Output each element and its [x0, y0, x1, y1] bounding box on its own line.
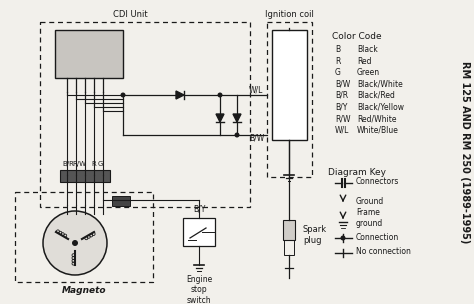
Text: Black/Yellow: Black/Yellow: [357, 102, 404, 112]
Text: Frame
ground: Frame ground: [356, 208, 383, 228]
Bar: [15, 192, 153, 282]
Text: White/Blue: White/Blue: [357, 126, 399, 134]
Bar: [284, 240, 294, 255]
Text: Black: Black: [357, 45, 378, 54]
Bar: [60, 170, 110, 182]
Circle shape: [120, 92, 126, 98]
Text: B/R: B/R: [335, 91, 348, 100]
Text: Ignition coil: Ignition coil: [264, 10, 313, 19]
Text: Magneto: Magneto: [62, 286, 106, 295]
Text: RM 125 AND RM 250 (1989-1995): RM 125 AND RM 250 (1989-1995): [460, 61, 470, 243]
Text: B: B: [335, 45, 340, 54]
Text: B/W: B/W: [335, 80, 350, 88]
Text: R: R: [335, 57, 340, 65]
Text: B/Y: B/Y: [335, 102, 347, 112]
Text: CDI Unit: CDI Unit: [113, 10, 147, 19]
Text: Green: Green: [357, 68, 380, 77]
Circle shape: [340, 236, 346, 240]
Bar: [272, 30, 307, 140]
Bar: [40, 22, 250, 207]
Text: Diagram Key: Diagram Key: [328, 168, 386, 177]
Text: R: R: [91, 161, 96, 167]
Text: Engine
stop
switch: Engine stop switch: [186, 275, 212, 304]
Bar: [283, 220, 295, 240]
Text: Connection: Connection: [356, 233, 399, 241]
Bar: [112, 196, 130, 206]
Text: R/W: R/W: [335, 114, 350, 123]
Polygon shape: [233, 114, 241, 122]
Text: B/Y: B/Y: [193, 205, 205, 214]
Text: G: G: [335, 68, 341, 77]
Circle shape: [72, 240, 78, 246]
Text: No connection: No connection: [356, 247, 411, 257]
Text: Red: Red: [357, 57, 372, 65]
Text: Black/Red: Black/Red: [357, 91, 395, 100]
Text: B/W: B/W: [249, 133, 264, 143]
Text: Ground: Ground: [356, 196, 384, 206]
Circle shape: [43, 211, 107, 275]
Polygon shape: [216, 114, 224, 122]
Bar: [267, 22, 312, 177]
Polygon shape: [176, 91, 184, 99]
Text: Connectors: Connectors: [356, 178, 400, 186]
Bar: [183, 218, 215, 246]
Circle shape: [235, 133, 239, 137]
Text: Red/White: Red/White: [357, 114, 396, 123]
Circle shape: [218, 92, 222, 98]
Text: Black/White: Black/White: [357, 80, 403, 88]
Text: Spark
plug: Spark plug: [303, 225, 327, 245]
Text: Color Code: Color Code: [332, 32, 382, 41]
Text: R/W: R/W: [72, 161, 86, 167]
Text: B/R: B/R: [62, 161, 74, 167]
Text: W/L: W/L: [335, 126, 349, 134]
Bar: [55, 30, 123, 78]
Text: W/L: W/L: [249, 85, 264, 95]
Text: G: G: [98, 161, 103, 167]
